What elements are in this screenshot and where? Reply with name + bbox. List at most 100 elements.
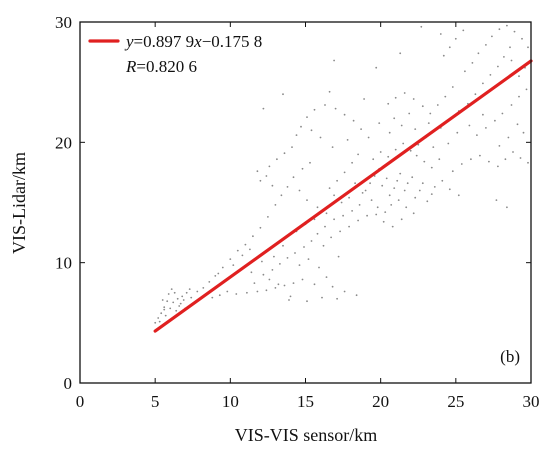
scatter-point [310, 240, 313, 242]
legend-equation: y=0.897 9x−0.175 8 [124, 32, 262, 51]
scatter-point [414, 196, 417, 199]
scatter-point [527, 46, 529, 49]
scatter-point [325, 212, 328, 215]
plot-area: 0 5 10 15 20 25 30 0 10 20 30 [55, 13, 540, 411]
scatter-point [175, 309, 178, 312]
scatter-point [457, 194, 460, 197]
scatter-point [333, 194, 335, 197]
scatter-point [244, 243, 247, 246]
scatter-point [503, 56, 505, 58]
y-axis-title: VIS-Lidar/km [9, 152, 29, 254]
scatter-point [366, 214, 368, 217]
x-tick-label: 15 [297, 392, 314, 411]
scatter-point [456, 131, 459, 134]
scatter-point [282, 244, 284, 247]
scatter-point [324, 104, 326, 106]
scatter-point [348, 225, 350, 228]
scatter-point [351, 161, 353, 164]
scatter-point [190, 296, 193, 299]
scatter-point [265, 289, 268, 292]
scatter-point [262, 107, 265, 110]
scatter-point [415, 154, 418, 157]
scatter-point [333, 218, 335, 221]
eq-x: x [193, 32, 202, 51]
eq-y: y [124, 32, 134, 51]
scatter-point [444, 95, 447, 98]
scatter-point [421, 182, 424, 185]
scatter-point [310, 129, 313, 132]
scatter-point [375, 66, 378, 69]
scatter-point [482, 113, 484, 116]
r-value: =0.820 6 [136, 57, 197, 76]
scatter-point [316, 206, 319, 209]
scatter-point [271, 184, 274, 187]
x-tick-label: 5 [151, 392, 160, 411]
scatter-point [298, 189, 301, 192]
scatter-point [364, 189, 367, 192]
scatter-point [339, 230, 341, 233]
scatter-point [447, 142, 450, 145]
scatter-point [367, 136, 370, 139]
scatter-point [182, 299, 185, 301]
legend: y=0.897 9x−0.175 8 R=0.820 6 [88, 32, 262, 76]
scatter-point [262, 273, 265, 276]
scatter-point [384, 211, 387, 214]
scatter-point [516, 123, 519, 126]
scatter-point [460, 163, 463, 165]
scatter-point [306, 199, 308, 202]
scatter-point [518, 95, 520, 98]
scatter-point [403, 92, 406, 94]
scatter-point [276, 158, 278, 161]
scatter-point [336, 297, 338, 300]
scatter-point [522, 131, 525, 134]
scatter-point [507, 136, 510, 139]
scatter-point [354, 182, 356, 185]
scatter-point [409, 149, 412, 152]
scatter-point [436, 104, 439, 106]
scatter-point [173, 291, 176, 294]
scatter-point [160, 312, 163, 315]
eq-slope: =0.897 9 [134, 32, 195, 51]
scatter-point [504, 158, 507, 161]
scatter-point [306, 300, 308, 303]
scatter-point [438, 158, 441, 161]
scatter-point [325, 276, 328, 278]
scatter-point [328, 187, 331, 190]
x-axis-label: VIS-VIS sensor/km [235, 425, 378, 445]
scatter-point [322, 244, 325, 247]
scatter-point [391, 225, 394, 228]
scatter-point [372, 158, 375, 161]
scatter-point [328, 90, 331, 93]
scatter-point [188, 288, 191, 290]
scatter-point [439, 33, 442, 35]
scatter-point [485, 127, 487, 129]
scatter-point [408, 112, 411, 115]
scatter-point [340, 201, 343, 204]
x-tick-label: 20 [372, 392, 389, 411]
scatter-point [451, 170, 454, 173]
scatter-point [399, 52, 402, 55]
scatter-point [385, 177, 388, 180]
scatter-point [382, 220, 385, 223]
scatter-point [261, 260, 263, 263]
scatter-point [348, 196, 350, 199]
scatter-point [418, 189, 421, 192]
scatter-point [161, 299, 164, 301]
scatter-point [405, 206, 408, 209]
scatter-point [370, 199, 373, 202]
scatter-point [313, 283, 316, 286]
scatter-point [331, 146, 334, 149]
scatter-point [400, 218, 403, 221]
scatter-point [298, 264, 301, 266]
x-tick-label: 10 [222, 392, 239, 411]
scatter-point [396, 179, 399, 182]
scatter-point [163, 308, 166, 311]
scatter-point [414, 128, 417, 131]
scatter-point [268, 165, 271, 168]
scatter-point [513, 30, 516, 33]
scatter-point [274, 204, 277, 206]
scatter-point [358, 204, 361, 206]
x-tick-label: 0 [76, 392, 85, 411]
scatter-point [289, 295, 292, 298]
scatter-point [427, 122, 430, 124]
